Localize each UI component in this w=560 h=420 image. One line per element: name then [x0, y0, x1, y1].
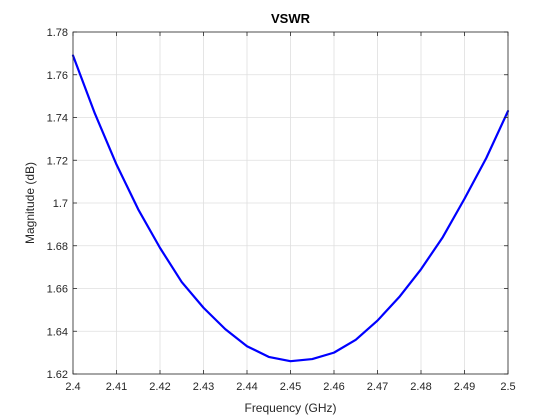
x-axis-ticks: 2.4 2.41 2.42 2.43 2.44 2.45 2.46 2.47 2.48 2.49 2… [65, 32, 516, 393]
y-tick-label: 1.72 [47, 155, 68, 167]
y-tick-label: 1.62 [47, 369, 68, 381]
x-tick-label: 2.5 [500, 381, 515, 393]
x-tick-label: 2.46 [323, 381, 344, 393]
x-tick-label: 2.49 [454, 381, 475, 393]
x-tick-label: 2.47 [367, 381, 388, 393]
series-layer [71, 54, 510, 363]
y-axis-label: Magnitude (dB) [23, 162, 37, 244]
y-tick-label: 1.66 [47, 284, 68, 296]
x-tick-label: 2.48 [410, 381, 431, 393]
x-tick-label: 2.42 [149, 381, 170, 393]
y-tick-label: 1.68 [47, 241, 68, 253]
series-line-0 [71, 54, 510, 363]
y-tick-label: 1.64 [47, 326, 68, 338]
y-tick-label: 1.76 [47, 70, 68, 82]
x-axis-label: Frequency (GHz) [244, 401, 336, 415]
chart-title: VSWR [271, 11, 311, 26]
x-tick-label: 2.4 [65, 381, 80, 393]
x-tick-label: 2.41 [106, 381, 127, 393]
y-tick-label: 1.7 [53, 198, 68, 210]
y-tick-label: 1.74 [47, 113, 68, 125]
y-axis-ticks: 1.62 1.64 1.66 1.68 1.7 1.72 1.74 1.76 1.78 [47, 27, 508, 381]
x-tick-label: 2.43 [193, 381, 214, 393]
y-tick-label: 1.78 [47, 27, 68, 39]
x-tick-label: 2.44 [236, 381, 257, 393]
x-tick-label: 2.45 [280, 381, 301, 393]
